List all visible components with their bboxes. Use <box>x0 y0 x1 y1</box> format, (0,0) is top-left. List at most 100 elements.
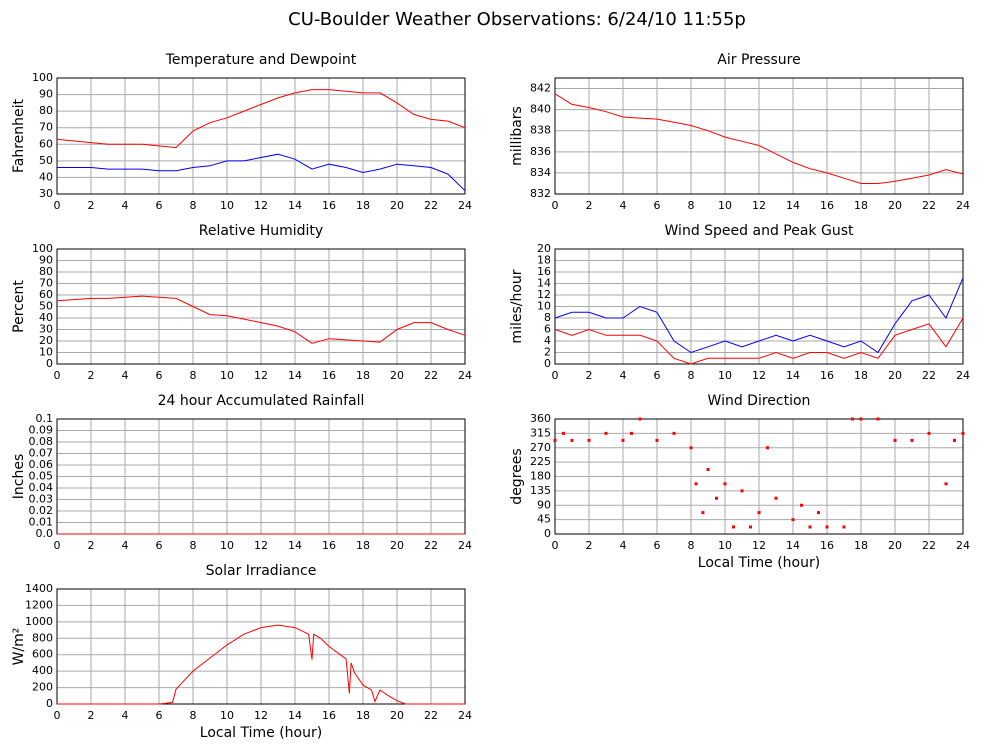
data-point <box>910 438 914 442</box>
x-tick-label: 10 <box>220 709 234 722</box>
y-tick-label: 180 <box>530 470 551 483</box>
y-tick-label: 70 <box>39 277 53 290</box>
x-tick-label: 18 <box>356 199 370 212</box>
x-tick-label: 18 <box>854 369 868 382</box>
data-point <box>842 525 846 529</box>
data-point <box>944 482 948 486</box>
y-tick-label: 840 <box>530 103 551 116</box>
x-axis-label: Local Time (hour) <box>200 725 322 741</box>
data-line <box>56 295 466 344</box>
plot-frame <box>554 418 964 535</box>
data-point <box>621 438 625 442</box>
x-tick-label: 14 <box>786 369 800 382</box>
x-tick-label: 18 <box>356 539 370 552</box>
y-axis-label: miles/hour <box>509 269 525 343</box>
y-tick-label: 45 <box>537 513 551 526</box>
x-tick-label: 2 <box>88 199 95 212</box>
x-tick-label: 6 <box>156 709 163 722</box>
chart-title: Wind Speed and Peak Gust <box>665 223 854 239</box>
y-tick-label: 6 <box>544 323 551 336</box>
y-axis-label: degrees <box>509 448 525 504</box>
y-tick-label: 400 <box>32 664 53 677</box>
x-tick-label: 24 <box>956 369 970 382</box>
x-tick-label: 0 <box>552 369 559 382</box>
y-tick-label: 30 <box>39 323 53 336</box>
x-tick-label: 24 <box>458 539 472 552</box>
data-point <box>757 511 761 515</box>
y-tick-label: 0.07 <box>29 447 54 460</box>
data-point <box>587 438 591 442</box>
data-point <box>553 438 557 442</box>
y-tick-label: 10 <box>39 346 53 359</box>
y-tick-label: 270 <box>530 441 551 454</box>
y-tick-label: 16 <box>537 265 551 278</box>
x-tick-label: 4 <box>122 199 129 212</box>
x-tick-label: 6 <box>654 369 661 382</box>
y-tick-label: 1400 <box>25 582 53 595</box>
data-point <box>562 431 565 435</box>
x-tick-label: 8 <box>190 539 197 552</box>
data-point <box>701 511 705 515</box>
y-axis-label: Fahrenheit <box>11 98 27 173</box>
data-point <box>825 525 829 529</box>
data-point <box>672 431 676 435</box>
x-tick-label: 16 <box>322 709 336 722</box>
y-tick-label: 225 <box>530 455 551 468</box>
y-tick-label: 600 <box>32 648 53 661</box>
x-tick-label: 20 <box>390 199 404 212</box>
data-point <box>893 438 897 442</box>
y-tick-label: 0.1 <box>36 412 54 425</box>
x-tick-label: 20 <box>390 369 404 382</box>
y-tick-label: 50 <box>39 154 53 167</box>
x-tick-label: 8 <box>190 369 197 382</box>
x-tick-label: 4 <box>620 369 627 382</box>
plot-frame <box>56 248 466 365</box>
x-tick-label: 14 <box>288 199 302 212</box>
x-tick-label: 0 <box>54 199 61 212</box>
x-tick-label: 8 <box>688 539 695 552</box>
y-tick-label: 70 <box>39 121 53 134</box>
y-tick-label: 8 <box>544 311 551 324</box>
plot-frame <box>554 248 964 365</box>
x-tick-label: 0 <box>552 539 559 552</box>
chart-title: Temperature and Dewpoint <box>165 52 357 68</box>
x-tick-label: 20 <box>888 369 902 382</box>
y-tick-label: 0 <box>544 357 551 370</box>
x-tick-label: 14 <box>288 369 302 382</box>
y-tick-label: 832 <box>530 187 551 200</box>
y-tick-label: 100 <box>32 242 53 255</box>
chart-title: Relative Humidity <box>199 223 323 239</box>
y-tick-label: 10 <box>537 300 551 313</box>
x-tick-label: 22 <box>922 369 936 382</box>
x-tick-label: 16 <box>322 199 336 212</box>
plot-frame <box>56 77 466 195</box>
data-line <box>56 89 466 149</box>
x-tick-label: 18 <box>356 369 370 382</box>
data-point <box>953 438 956 442</box>
y-tick-label: 200 <box>32 681 53 694</box>
y-tick-label: 14 <box>537 277 551 290</box>
y-axis-label: Percent <box>11 280 27 333</box>
x-tick-label: 16 <box>820 199 834 212</box>
x-tick-label: 22 <box>424 369 438 382</box>
x-tick-label: 20 <box>390 539 404 552</box>
y-axis-label: millibars <box>509 106 525 166</box>
x-tick-label: 12 <box>254 199 268 212</box>
x-tick-label: 2 <box>586 539 593 552</box>
x-tick-label: 18 <box>854 539 868 552</box>
x-tick-label: 22 <box>922 199 936 212</box>
data-point <box>749 525 752 529</box>
x-tick-label: 22 <box>424 199 438 212</box>
y-tick-label: 12 <box>537 288 551 301</box>
chart-title: Air Pressure <box>717 52 800 68</box>
x-tick-label: 16 <box>820 539 834 552</box>
y-tick-label: 0.06 <box>29 458 54 471</box>
y-tick-label: 20 <box>39 334 53 347</box>
y-axis-label: Inches <box>11 454 27 499</box>
y-tick-label: 0 <box>544 527 551 540</box>
y-tick-label: 0.01 <box>29 516 54 529</box>
x-tick-label: 14 <box>786 199 800 212</box>
data-point <box>638 417 642 421</box>
data-point <box>630 431 633 435</box>
data-point <box>570 438 574 442</box>
